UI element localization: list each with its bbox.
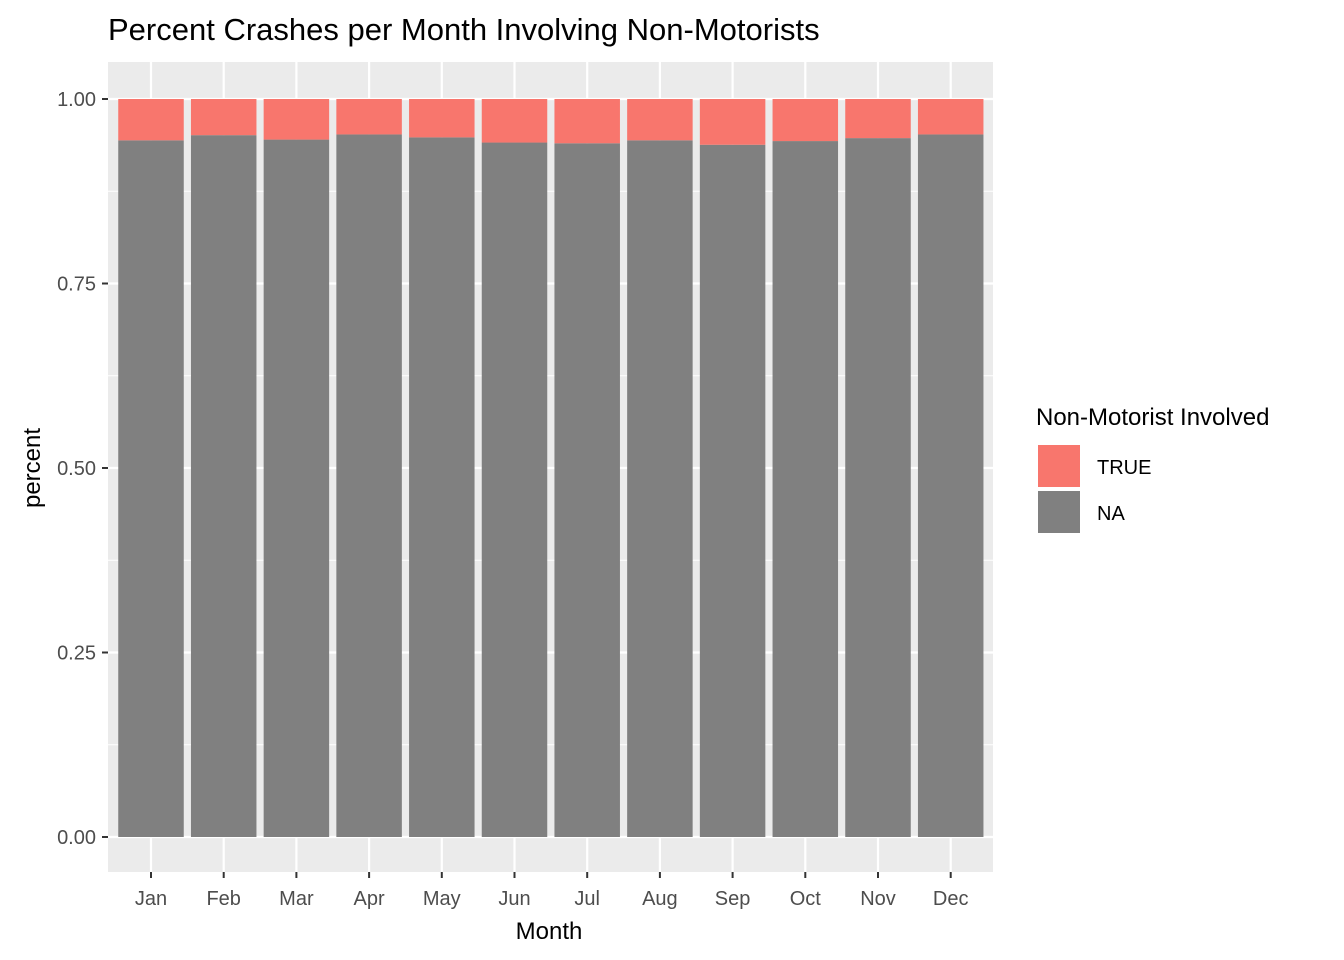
x-tick-label: Oct bbox=[790, 888, 822, 910]
bar-na-jun bbox=[481, 142, 548, 838]
x-axis-title: Month bbox=[516, 918, 583, 945]
legend-key-true bbox=[1036, 443, 1082, 489]
bar-na-jan bbox=[118, 140, 184, 837]
bar-true-may bbox=[409, 99, 475, 138]
y-tick-label: 0.50 bbox=[57, 458, 96, 480]
x-tick-label: Aug bbox=[642, 888, 678, 910]
legend-key-na bbox=[1036, 489, 1082, 535]
x-tick-label: Sep bbox=[715, 888, 751, 910]
y-tick-label: 0.75 bbox=[57, 274, 96, 296]
x-tick-label: Feb bbox=[206, 888, 240, 910]
bar-na-mar bbox=[263, 139, 330, 838]
bar-true-nov bbox=[845, 99, 911, 139]
legend-label-na: NA bbox=[1097, 503, 1125, 525]
x-tick-label: Dec bbox=[933, 888, 969, 910]
bar-true-jun bbox=[481, 99, 548, 143]
y-tick-label: 0.00 bbox=[57, 827, 96, 849]
bar-true-dec bbox=[917, 99, 984, 135]
x-tick-label: May bbox=[423, 888, 461, 910]
y-axis: 0.00 0.25 0.50 0.75 1.00 bbox=[57, 89, 108, 849]
x-tick-label: Mar bbox=[279, 888, 314, 910]
legend-title: Non-Motorist Involved bbox=[1036, 404, 1269, 431]
bar-true-feb bbox=[190, 99, 257, 136]
bar-true-sep bbox=[699, 99, 766, 145]
x-tick-label: Nov bbox=[860, 888, 896, 910]
y-tick-label: 1.00 bbox=[57, 89, 96, 111]
y-axis-title: percent bbox=[19, 428, 46, 508]
legend: Non-Motorist Involved TRUE NA bbox=[1036, 404, 1269, 535]
x-axis: Jan Feb Mar Apr May Jun Jul Aug Sep Oct Nov Dec bbox=[135, 872, 969, 910]
bars bbox=[118, 99, 984, 838]
bar-na-jul bbox=[554, 143, 620, 837]
bar-true-aug bbox=[627, 99, 693, 141]
x-tick-label: Jan bbox=[135, 888, 167, 910]
bar-true-oct bbox=[772, 99, 839, 142]
bar-na-may bbox=[409, 137, 475, 838]
bar-true-jul bbox=[554, 99, 620, 144]
bar-true-apr bbox=[336, 99, 402, 135]
bar-true-jan bbox=[118, 99, 184, 141]
bar-na-sep bbox=[699, 144, 766, 838]
bar-na-nov bbox=[845, 138, 911, 837]
y-tick-label: 0.25 bbox=[57, 643, 96, 665]
legend-label-true: TRUE bbox=[1097, 457, 1151, 479]
chart-title: Percent Crashes per Month Involving Non-… bbox=[108, 12, 820, 47]
bar-na-aug bbox=[627, 140, 693, 837]
bar-na-feb bbox=[190, 135, 257, 838]
bar-true-mar bbox=[263, 99, 330, 140]
x-tick-label: Jun bbox=[498, 888, 530, 910]
bar-na-dec bbox=[917, 134, 984, 837]
x-tick-label: Apr bbox=[354, 888, 385, 910]
bar-na-apr bbox=[336, 134, 402, 837]
bar-na-oct bbox=[772, 141, 839, 838]
x-tick-label: Jul bbox=[574, 888, 600, 910]
